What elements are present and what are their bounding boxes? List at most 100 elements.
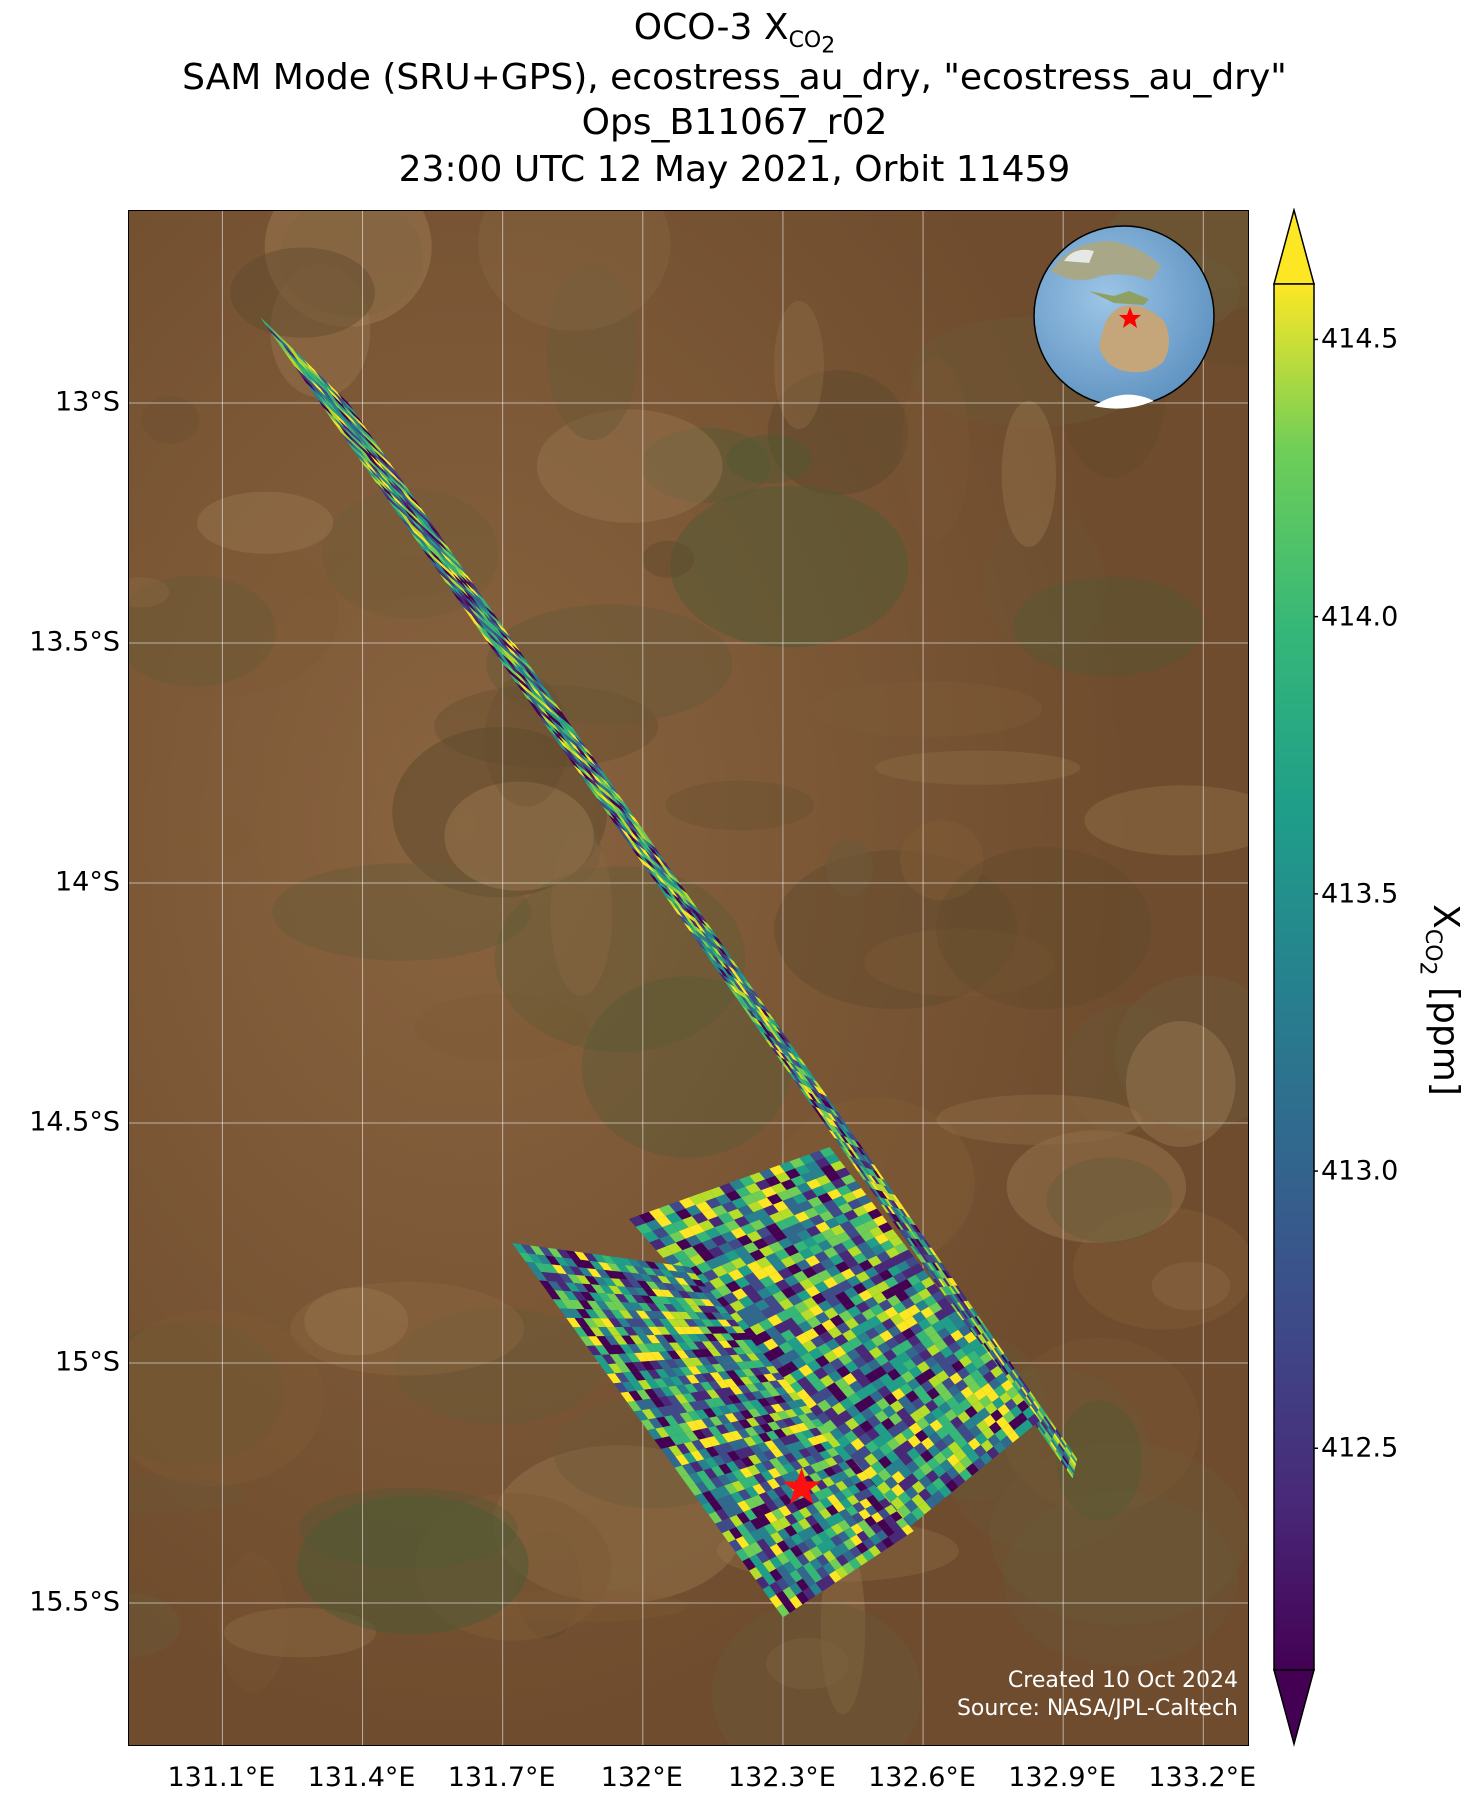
xco2-cell [652, 1311, 668, 1319]
xco2-cell [737, 1333, 752, 1340]
xco2-cell [997, 1403, 1010, 1417]
xco2-cell [757, 1503, 772, 1515]
xco2-cell [803, 1465, 817, 1476]
xco2-cell [755, 1406, 769, 1416]
xco2-cell [867, 1162, 876, 1172]
xco2-cell [690, 1391, 705, 1402]
xco2-cell [761, 1381, 775, 1390]
xco2-cell [840, 1174, 856, 1185]
xco2-cell [925, 1470, 940, 1483]
xco2-cell [423, 540, 439, 558]
xco2-cell [682, 1452, 697, 1464]
xco2-cell [645, 1261, 660, 1270]
xco2-cell [532, 683, 546, 699]
xco2-cell [789, 1062, 800, 1073]
xco2-cell [655, 1427, 670, 1438]
xco2-cell [544, 709, 558, 725]
xco2-cell [963, 1301, 971, 1310]
xco2-cell [1006, 1386, 1019, 1399]
xco2-cell [687, 1334, 702, 1342]
xco2-cell [743, 1242, 759, 1254]
target-star [782, 1467, 821, 1504]
xco2-cell [952, 1303, 961, 1312]
xco2-cell [785, 1443, 799, 1453]
xco2-cell [782, 1462, 796, 1474]
xco2-cell [623, 1326, 638, 1336]
xco2-cell [904, 1230, 913, 1239]
xco2-cell [293, 349, 310, 368]
xco2-cell [695, 918, 707, 931]
xco2-cell [830, 1124, 840, 1135]
xco2-cell [609, 1256, 625, 1266]
xco2-cell [695, 1409, 710, 1420]
xco2-cell [967, 1437, 981, 1451]
xco2-cell [840, 1268, 856, 1280]
xco2-cell [474, 605, 489, 621]
xco2-cell [918, 1246, 927, 1255]
xco2-cell [720, 1304, 737, 1317]
xco2-cell [315, 375, 332, 395]
xco2-cell [847, 1392, 862, 1406]
xco2-cell [636, 829, 649, 843]
xco2-cell [613, 801, 627, 815]
xco2-cell [586, 1345, 602, 1356]
xco2-cell [769, 1543, 784, 1557]
xco2-cell [918, 1501, 932, 1515]
xco2-cell [828, 1570, 842, 1583]
xco2-cell [848, 1336, 863, 1349]
xco2-cell [700, 938, 712, 951]
xco2-cell [1049, 1443, 1056, 1454]
xco2-cell [898, 1465, 913, 1479]
xco2-cell [348, 407, 365, 426]
xco2-cell [863, 1161, 873, 1170]
xco2-cell [1017, 1400, 1030, 1413]
xco2-cell [701, 919, 713, 931]
xco2-cell [906, 1237, 916, 1247]
xco2-cell [695, 1365, 710, 1374]
xco2-cell [729, 983, 740, 995]
xco2-cell [939, 1262, 948, 1271]
xco2-cell [747, 1201, 764, 1213]
xco2-cell [293, 354, 310, 373]
xco2-cell [928, 1247, 937, 1256]
xco2-cell [730, 1257, 747, 1269]
xco2-cell [882, 1258, 897, 1270]
xco2-cell [1008, 1417, 1021, 1431]
xco2-cell [817, 1530, 831, 1543]
xco2-cell [788, 1071, 798, 1083]
xco2-cell [717, 949, 728, 962]
xco2-cell [741, 1005, 753, 1017]
xco2-cell [873, 1366, 888, 1379]
xco2-cell [971, 1326, 980, 1336]
xco2-cell [641, 1318, 657, 1327]
xco2-cell [657, 1406, 672, 1417]
xco2-cell [702, 1479, 717, 1491]
xco2-cell [767, 1421, 781, 1431]
xco2-cell [631, 1326, 647, 1336]
xco2-cell [415, 525, 431, 542]
xco2-cell [983, 1342, 991, 1352]
xco2-cell [722, 961, 734, 974]
xco2-cell [374, 475, 390, 493]
xco2-cell [808, 1244, 824, 1256]
xco2-cell [892, 1445, 907, 1458]
xco2-cell [669, 876, 681, 889]
xco2-cell [907, 1223, 916, 1232]
xco2-cell [259, 316, 277, 336]
xco2-cell [557, 737, 571, 752]
xco2-cell [765, 1489, 780, 1501]
xco2-cell [890, 1206, 899, 1216]
xco2-cell [645, 1219, 663, 1231]
xco2-cell [820, 1487, 834, 1498]
xco2-cell [964, 1405, 978, 1419]
xco2-cell [668, 1385, 683, 1396]
xco2-cell [625, 1286, 641, 1296]
xco2-cell [816, 1542, 830, 1555]
xco2-cell [853, 1157, 863, 1167]
xco2-cell [1051, 1438, 1058, 1450]
xco2-cell [579, 755, 593, 770]
xco2-cell [574, 1251, 590, 1261]
xco2-cell [685, 1341, 700, 1350]
xco2-cell [764, 1396, 779, 1406]
xco2-cell [809, 1098, 820, 1109]
